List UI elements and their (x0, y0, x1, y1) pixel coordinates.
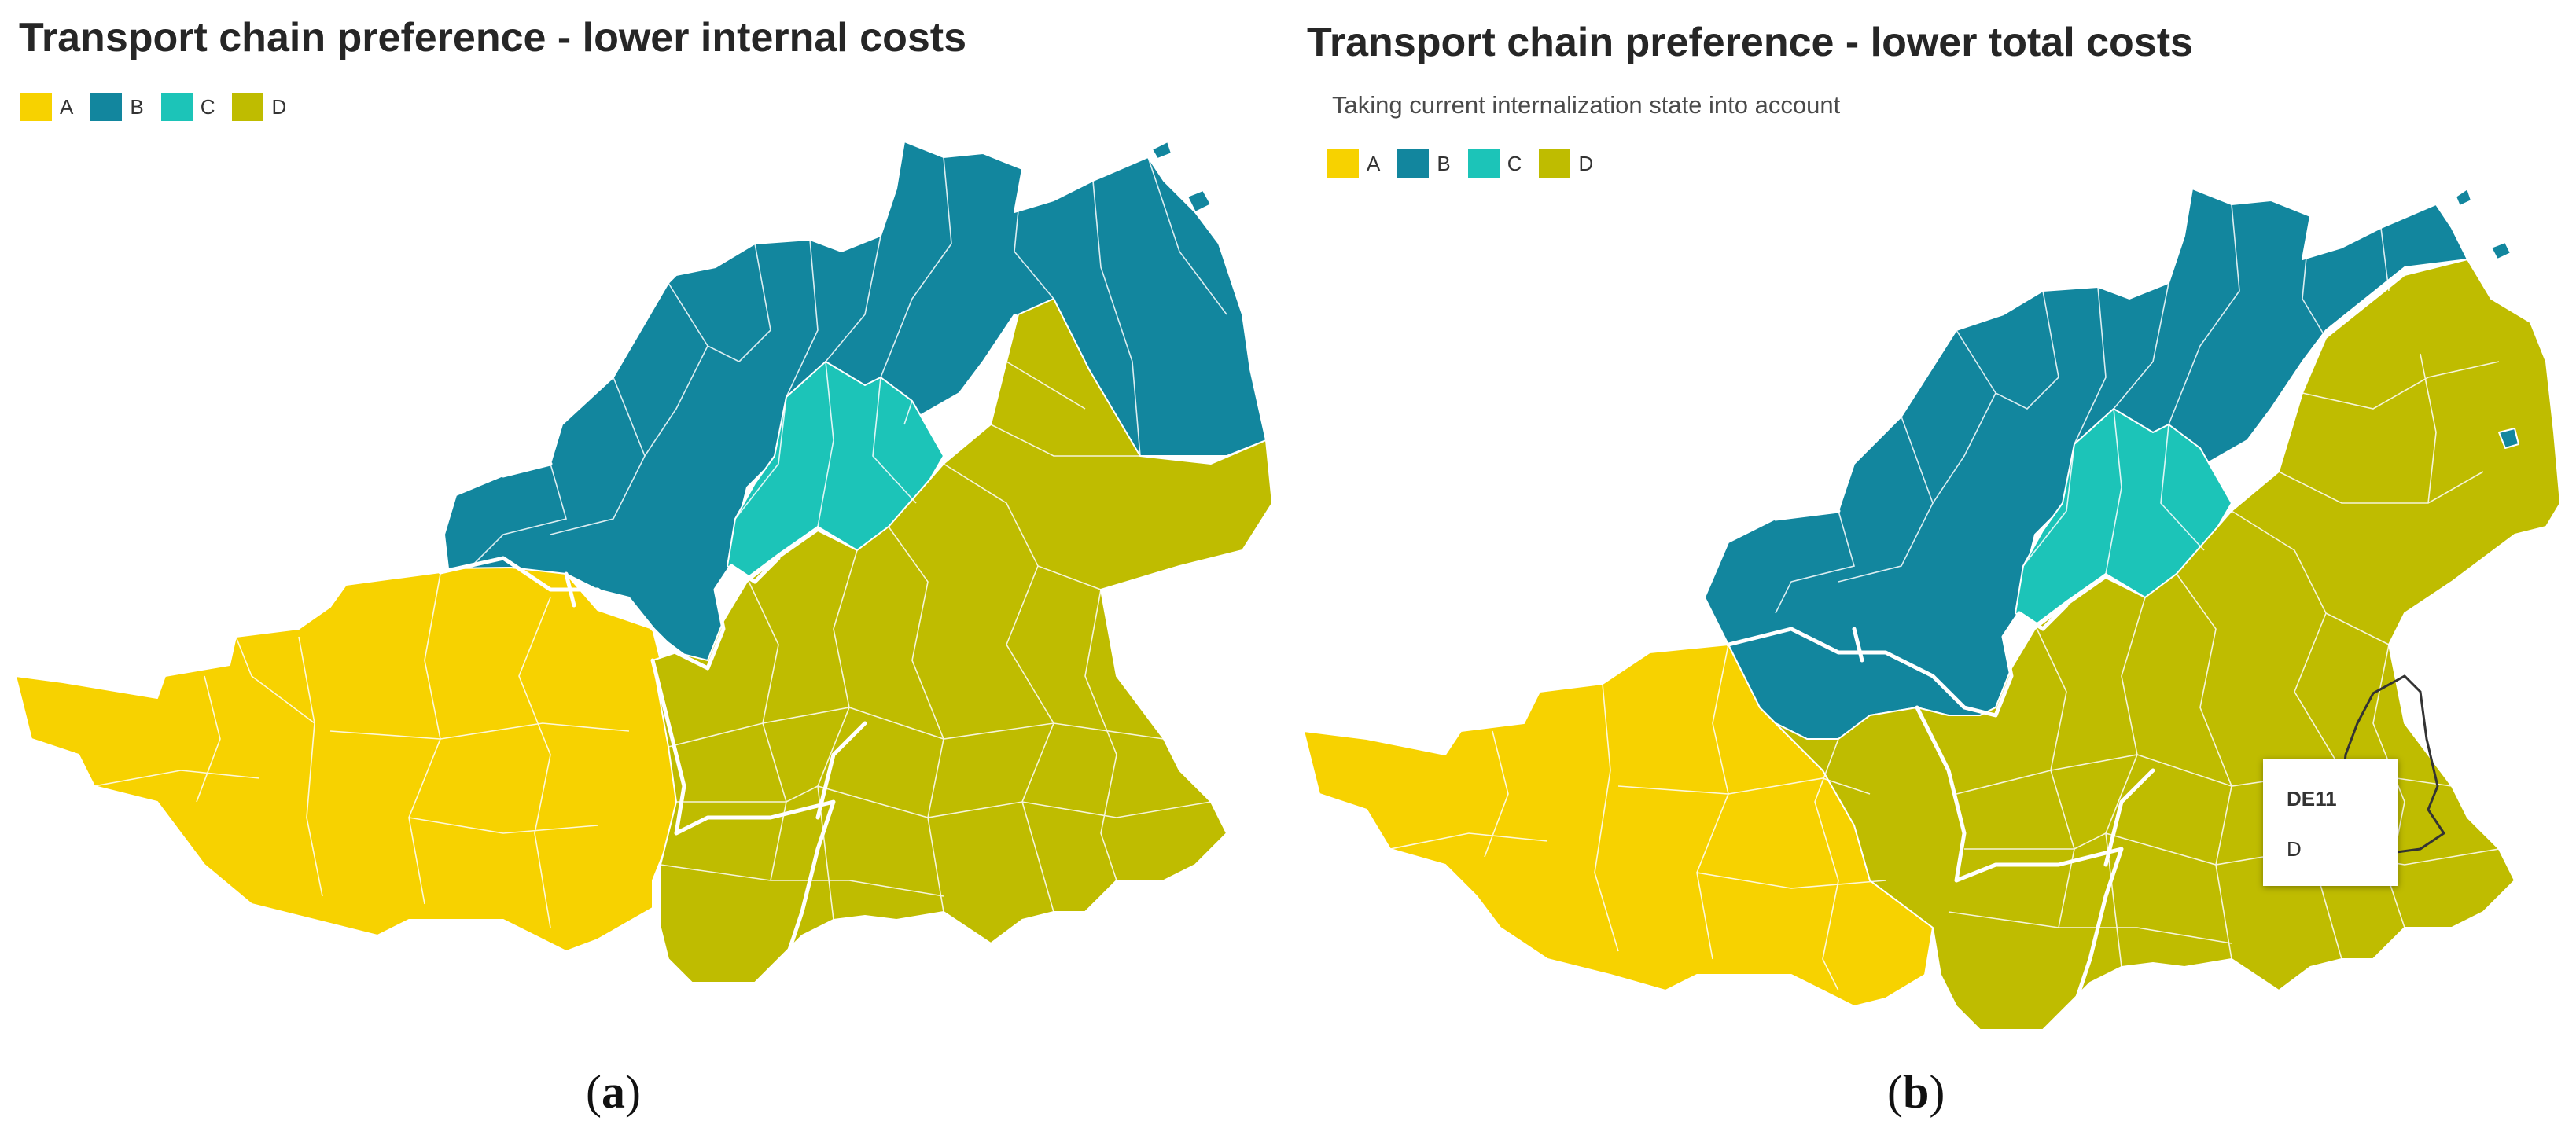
caption-open: ( (1887, 1066, 1903, 1118)
legend-item-d[interactable]: D (232, 93, 286, 121)
panel-b: Transport chain preference - lower total… (1288, 0, 2576, 1143)
legend-item-b[interactable]: B (90, 93, 144, 121)
legend-label-d: D (271, 94, 287, 119)
choropleth-map[interactable] (1288, 173, 2576, 1038)
legend-label-a: A (60, 94, 74, 119)
legend-label-b: B (1437, 151, 1451, 175)
choropleth-map[interactable] (0, 126, 1288, 990)
legend-item-a[interactable]: A (20, 93, 73, 121)
legend-swatch-a (20, 93, 52, 121)
legend-swatch-b (1397, 149, 1430, 178)
region-island (2455, 188, 2472, 207)
country-border (1726, 509, 2155, 1009)
region-island (1187, 189, 1212, 213)
caption-close: ) (1929, 1066, 1945, 1118)
legend-swatch-c (1467, 149, 1500, 178)
region-class-d[interactable] (652, 298, 1273, 983)
legend-swatch-b (90, 93, 123, 121)
legend-item-b[interactable]: B (1397, 149, 1451, 178)
legend-label-b: B (130, 94, 144, 119)
legend-item-d[interactable]: D (1539, 149, 1593, 178)
caption-close: ) (624, 1066, 641, 1118)
region-border (94, 156, 1227, 928)
region-class-a[interactable] (15, 565, 694, 952)
legend-label-d: D (1578, 151, 1594, 175)
panel-caption: (a) (586, 1065, 641, 1119)
legend-label-c: C (200, 94, 215, 119)
panel-caption: (b) (1887, 1065, 1945, 1119)
legend-swatch-a (1327, 149, 1359, 178)
region-border (1389, 204, 2500, 991)
region-island (1151, 141, 1172, 160)
legend-item-c[interactable]: C (1467, 149, 1522, 178)
region-island (2490, 241, 2512, 260)
legend-swatch-d (232, 93, 264, 121)
caption-letter: b (1902, 1066, 1930, 1118)
legend: A B C D (1327, 149, 1593, 178)
map-subtitle: Taking current internalization state int… (1332, 91, 1841, 119)
legend-label-a: A (1367, 151, 1381, 175)
region-lake (2498, 428, 2519, 449)
legend: A B C D (20, 93, 286, 121)
legend-item-c[interactable]: C (160, 93, 215, 121)
panel-a: Transport chain preference - lower inter… (0, 15, 1288, 1119)
tooltip-region-value: D (2287, 837, 2302, 861)
legend-label-c: C (1507, 151, 1522, 175)
caption-open: ( (586, 1066, 602, 1118)
map-title: Transport chain preference - lower total… (1307, 20, 2193, 65)
region-tooltip: DE11 D (2263, 759, 2398, 886)
legend-item-a[interactable]: A (1327, 149, 1380, 178)
tooltip-region-name: DE11 (2287, 787, 2337, 810)
caption-letter: a (601, 1066, 625, 1118)
country-border (438, 461, 867, 961)
legend-swatch-d (1539, 149, 1571, 178)
map-title: Transport chain preference - lower inter… (19, 15, 967, 61)
legend-swatch-c (160, 93, 193, 121)
